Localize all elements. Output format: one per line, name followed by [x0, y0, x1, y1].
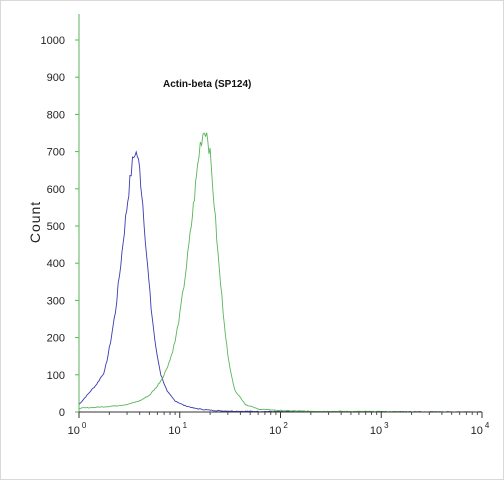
y-tick-label: 800 — [47, 109, 65, 121]
histogram-series — [78, 132, 483, 413]
y-tick-label: 600 — [47, 184, 65, 196]
y-tick-label: 0 — [59, 407, 65, 419]
y-tick-label: 400 — [47, 258, 65, 270]
y-tick-label: 900 — [47, 72, 65, 84]
x-tick-label: 10 0 — [68, 421, 87, 437]
histogram-series-line-1 — [78, 150, 483, 413]
y-tick-label: 700 — [47, 147, 65, 159]
y-tick-label: 300 — [47, 295, 65, 307]
x-tick-label: 10 3 — [370, 421, 389, 437]
y-tick-label: 500 — [47, 221, 65, 233]
x-tick-label: 10 4 — [471, 421, 490, 437]
y-tick-label: 1000 — [41, 35, 65, 47]
y-tick-label: 100 — [47, 370, 65, 382]
y-axis: 0 100 200 300 400 500 600 700 800 900 1000 — [41, 35, 79, 419]
chart-title: Actin-beta (SP124) — [163, 79, 251, 90]
x-tick-label: 10 1 — [168, 421, 187, 437]
y-axis-label: Count — [27, 201, 43, 243]
histogram-series-line-2 — [78, 132, 482, 413]
x-tick-label: 10 2 — [269, 421, 288, 437]
x-axis: 10 0 10 1 10 2 10 3 10 4 — [68, 412, 490, 437]
y-tick-label: 200 — [47, 333, 65, 345]
